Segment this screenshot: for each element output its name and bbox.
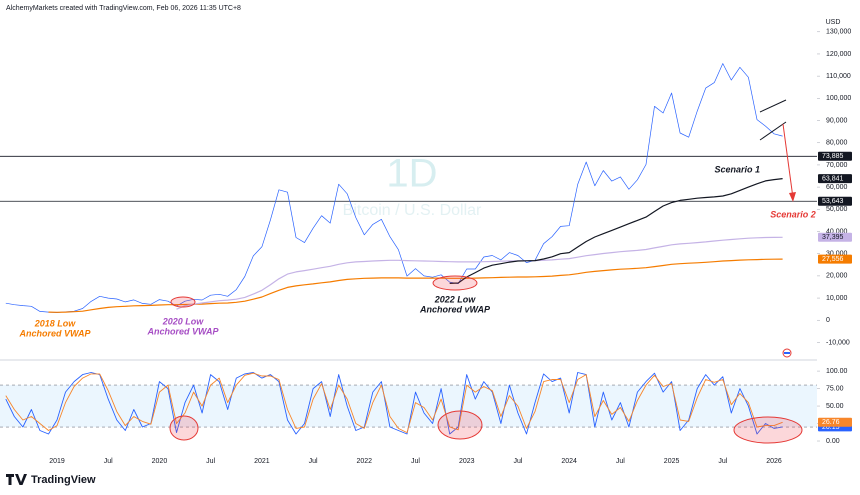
x-tick-label: 2022 <box>357 458 373 465</box>
price-line <box>5 63 783 313</box>
x-tick-label: 2020 <box>152 458 168 465</box>
highlight-ellipse <box>733 416 803 444</box>
price-label: 20.15 <box>822 424 840 431</box>
level-label-bg <box>818 196 852 206</box>
vwap-line <box>48 258 783 313</box>
annotation: 2022 Low <box>434 294 477 304</box>
y-tick-label: 100,000 <box>826 95 851 102</box>
y-tick-label: -10,000 <box>826 339 850 346</box>
header: AlchemyMarkets created with TradingView.… <box>6 5 241 12</box>
wedge-line <box>759 121 787 141</box>
osc-tick-label: 0.00 <box>826 438 840 445</box>
wedge-line <box>759 99 787 113</box>
x-tick-label: Jul <box>513 458 522 465</box>
level-label-bg <box>818 151 852 161</box>
x-tick-label: 2019 <box>49 458 65 465</box>
plot-layer: -10,000 0 10,000 20,000 30,000 40,000 50,000 60… <box>0 29 852 465</box>
x-tick-label: 2023 <box>459 458 475 465</box>
price-label-bg <box>818 174 852 184</box>
x-tick-label: 2021 <box>254 458 270 465</box>
x-tick-label: 2025 <box>664 458 680 465</box>
y-tick-label: 30,000 <box>826 251 848 258</box>
x-tick-label: 2026 <box>766 458 782 465</box>
x-tick-label: Jul <box>206 458 215 465</box>
x-tick-label: Jul <box>309 458 318 465</box>
y-tick-label: 110,000 <box>826 73 851 80</box>
osc-tick-label: 50.00 <box>826 403 844 410</box>
x-tick-label: Jul <box>411 458 420 465</box>
watermark: 1D <box>386 152 437 196</box>
osc-tick-label: 100.00 <box>826 368 848 375</box>
arrow-head <box>789 192 796 202</box>
y-tick-label: 0 <box>826 317 830 324</box>
oscillator-line <box>5 372 783 434</box>
y-tick-label: 120,000 <box>826 51 851 58</box>
annotation: 2018 Low <box>34 318 77 328</box>
price-label: 27,556 <box>822 256 844 263</box>
y-tick-label: 90,000 <box>826 117 848 124</box>
highlight-ellipse <box>169 415 199 441</box>
price-label: 37,395 <box>822 234 844 241</box>
annotation: Scenario 1 <box>714 164 760 174</box>
y-tick-label: 80,000 <box>826 140 848 147</box>
y-tick-label: 20,000 <box>826 273 848 280</box>
drawings <box>6 99 803 485</box>
highlight-ellipse <box>432 275 478 291</box>
logo-mark <box>6 474 27 485</box>
y-tick-label: 10,000 <box>826 295 848 302</box>
price-label: 26.76 <box>822 419 840 426</box>
logo-text: TradingView <box>31 474 96 486</box>
vwap-line <box>176 236 783 310</box>
level-label: 53,643 <box>822 198 844 205</box>
scenario-arrow <box>782 123 794 199</box>
osc-tick-label: 75.00 <box>826 385 844 392</box>
symbol-watermark: Bitcoin / U.S. Dollar <box>343 202 482 219</box>
annotation: Anchored VWAP <box>146 326 219 336</box>
x-tick-label: Jul <box>718 458 727 465</box>
annotation: Scenario 2 <box>770 209 816 219</box>
price-label: 63,841 <box>822 175 844 182</box>
level-label: 73,885 <box>822 153 844 160</box>
vwap-line <box>449 178 783 284</box>
y-tick-label: 60,000 <box>826 184 848 191</box>
price-label-bg <box>818 254 852 264</box>
price-label-bg <box>818 232 852 242</box>
annotation: Anchored VWAP <box>18 328 91 338</box>
y-tick-label: 40,000 <box>826 228 848 235</box>
highlight-ellipse <box>437 410 483 440</box>
x-tick-label: Jul <box>616 458 625 465</box>
y-unit: USD <box>826 19 841 26</box>
annotation: Anchored vWAP <box>419 304 491 314</box>
x-tick-label: Jul <box>104 458 113 465</box>
y-tick-label: 130,000 <box>826 29 851 36</box>
annotation: 2020 Low <box>162 316 205 326</box>
y-tick-label: 50,000 <box>826 206 848 213</box>
y-tick-label: 70,000 <box>826 162 848 169</box>
price-label-bg <box>818 417 852 427</box>
oscillator-line <box>5 372 783 435</box>
x-tick-label: 2024 <box>561 458 577 465</box>
highlight-ellipse <box>170 296 196 308</box>
